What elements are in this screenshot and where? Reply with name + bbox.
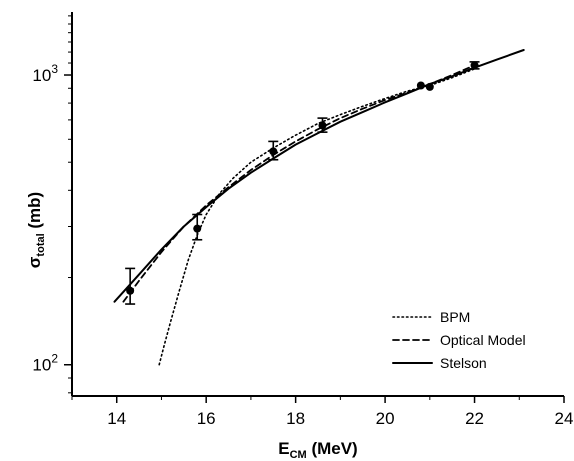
series-line-bpm <box>158 68 476 366</box>
data-points <box>125 61 480 305</box>
x-tick-label: 18 <box>286 409 305 428</box>
series-line-stelson <box>113 49 525 303</box>
y-tick-label: 102 <box>32 352 58 375</box>
x-axis-label: ECM (MeV) <box>278 439 357 461</box>
data-point <box>470 61 479 70</box>
data-point <box>318 121 327 130</box>
data-point <box>126 286 135 295</box>
data-point <box>193 224 202 233</box>
x-tick-label: 16 <box>197 409 216 428</box>
series-curves <box>113 49 525 366</box>
x-tick-label: 20 <box>376 409 395 428</box>
axes: 14 16 18 20 22 24 102 103 <box>32 12 573 428</box>
series-line-optical-model <box>122 64 476 303</box>
legend-label-bpm: BPM <box>440 309 470 325</box>
legend-label-optical-model: Optical Model <box>440 332 526 348</box>
data-point <box>416 81 425 90</box>
y-tick-label: 103 <box>32 62 58 85</box>
data-point <box>425 82 434 91</box>
legend: BPM Optical Model Stelson <box>392 309 526 371</box>
x-tick-label: 22 <box>465 409 484 428</box>
x-tick-label: 24 <box>555 409 574 428</box>
data-point <box>269 147 278 156</box>
legend-label-stelson: Stelson <box>440 355 487 371</box>
x-tick-label: 14 <box>107 409 126 428</box>
y-axis-label: σtotal (mb) <box>25 192 47 268</box>
